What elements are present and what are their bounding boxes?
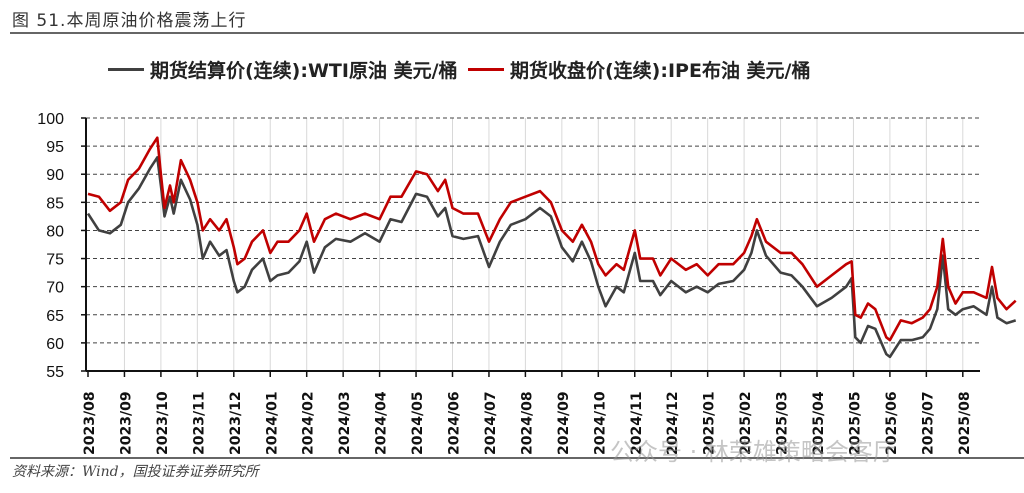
x-tick-label: 2023/09 xyxy=(118,391,134,455)
y-tick-label: 70 xyxy=(46,280,64,297)
y-tick-label: 85 xyxy=(46,195,64,212)
x-tick-label: 2024/01 xyxy=(264,391,280,455)
series-line-wti xyxy=(86,156,1017,359)
x-tick-label: 2024/03 xyxy=(337,391,353,455)
x-tick-label: 2024/05 xyxy=(410,391,426,455)
legend-label-brent: 期货收盘价(连续):IPE布油 美元/桶 xyxy=(510,60,811,82)
x-tick-label: 2024/08 xyxy=(519,391,535,455)
x-tick-label: 2024/07 xyxy=(483,391,499,455)
x-tick-label: 2025/05 xyxy=(847,391,863,455)
y-tick-label: 100 xyxy=(37,111,64,128)
legend-item-wti: 期货结算价(连续):WTI原油 美元/桶 xyxy=(108,56,458,83)
y-tick-label: 55 xyxy=(46,364,64,381)
x-tick-label: 2023/11 xyxy=(191,391,207,455)
y-tick-label: 65 xyxy=(46,308,64,325)
figure-title: 图 51.本周原油价格震荡上行 xyxy=(12,11,247,31)
x-tick-label: 2025/08 xyxy=(957,391,973,455)
title-divider xyxy=(10,32,1024,34)
x-tick-label: 2023/12 xyxy=(228,391,244,455)
legend-swatch-brent xyxy=(468,68,504,71)
x-tick-label: 2025/07 xyxy=(920,391,936,455)
source-note: 资料来源：Wind，国投证券证券研究所 xyxy=(12,464,259,480)
source-divider xyxy=(10,457,1024,459)
x-tick-label: 2023/10 xyxy=(155,391,171,455)
y-tick-label: 90 xyxy=(46,167,64,184)
y-tick-label: 75 xyxy=(46,252,64,269)
legend-label-wti: 期货结算价(连续):WTI原油 美元/桶 xyxy=(150,60,458,82)
x-tick-label: 2024/04 xyxy=(374,391,390,455)
legend-item-brent: 期货收盘价(连续):IPE布油 美元/桶 xyxy=(468,56,811,83)
legend-swatch-wti xyxy=(108,68,144,71)
y-tick-label: 60 xyxy=(46,336,64,353)
x-tick-label: 2024/02 xyxy=(301,391,317,455)
y-tick-label: 80 xyxy=(46,223,64,240)
series-line-brent xyxy=(87,136,1017,342)
watermark: 公众号 · 林荣雄策略会客厅 xyxy=(610,438,897,466)
x-tick-label: 2024/11 xyxy=(629,391,645,455)
x-tick-label: 2024/09 xyxy=(556,391,572,455)
x-tick-label: 2025/01 xyxy=(702,391,718,455)
x-tick-label: 2025/04 xyxy=(811,391,827,455)
x-tick-label: 2024/12 xyxy=(665,391,681,455)
x-tick-label: 2025/03 xyxy=(775,391,791,455)
x-tick-label: 2025/06 xyxy=(884,391,900,455)
x-tick-label: 2024/06 xyxy=(447,391,463,455)
x-tick-label: 2025/02 xyxy=(738,391,754,455)
y-tick-label: 95 xyxy=(46,139,64,156)
x-tick-label: 2024/10 xyxy=(592,391,608,455)
x-tick-label: 2023/08 xyxy=(82,391,98,455)
